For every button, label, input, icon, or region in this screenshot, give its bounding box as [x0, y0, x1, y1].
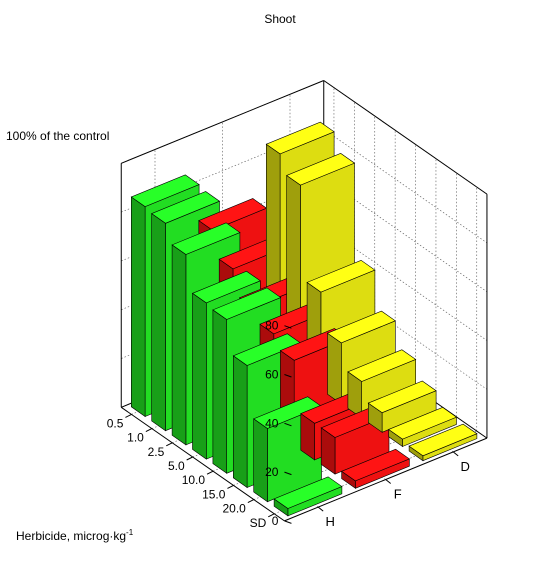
bar-top-H-SD: [273, 476, 343, 509]
z-tick-label: 80: [265, 319, 279, 333]
x-axis-tick: [227, 484, 234, 489]
grid-line-z: [121, 226, 488, 341]
x-axis-tick: [166, 442, 173, 447]
x-axis-tick: [145, 428, 153, 433]
grid-line-z: [121, 177, 488, 292]
bar-top-D-15.0: [367, 380, 437, 414]
dose-tick-label: 20.0: [222, 502, 246, 516]
dose-tick-label: 0.5: [107, 416, 124, 430]
axis-frame-edge: [323, 80, 488, 195]
bar-top-D-20.0: [388, 407, 458, 440]
bar-side-H-15.0: [233, 355, 248, 489]
x-axis-tick: [247, 499, 255, 504]
z-tick-label: 0: [272, 514, 279, 528]
bar-top-D-10.0: [347, 349, 417, 382]
bar-side-D-5.0: [327, 332, 342, 405]
bar-top-H-5.0: [191, 270, 261, 304]
bar-top-F-SD: [340, 448, 411, 482]
bar-side-H-20.0: [253, 418, 268, 503]
x-axis-title-exponent: -1: [126, 528, 134, 537]
z-tick-label: 60: [265, 368, 279, 382]
x-axis-tick: [268, 513, 275, 518]
dose-tick-label: 5.0: [168, 459, 185, 473]
y-axis-tick: [317, 506, 324, 512]
x-axis-tick: [186, 456, 193, 461]
chart-title: Shoot: [264, 12, 296, 26]
y-axis-tick: [452, 451, 459, 457]
grid-line-z: [121, 275, 488, 390]
z-axis-tick: [284, 325, 292, 329]
bar-top-F-0.5: [198, 198, 268, 231]
z-tick-label: 40: [265, 416, 279, 430]
plot-area: 0 20 40 60 80 SD 20.015.010.05.02.5 1.00.5 H F D: [107, 80, 488, 530]
z-tick-label: 20: [265, 465, 279, 479]
bar-top-D-SD: [408, 423, 478, 457]
dose-tick-label: 1.0: [127, 431, 144, 445]
bar-side-H-10.0: [212, 309, 227, 474]
x-axis-title-text: Herbicide, microg·kg: [16, 529, 127, 543]
bar-side-H-2.5: [171, 244, 187, 446]
bar-top-H-2.5: [171, 222, 241, 255]
z-axis-tick: [284, 520, 292, 524]
bar-top-H-1.0: [151, 191, 221, 224]
bar-top-D-2.5: [306, 259, 376, 293]
grid-line-z: [121, 128, 488, 244]
axis-frame-edge: [121, 80, 324, 164]
bar-top-H-10.0: [212, 287, 282, 320]
bar-top-D-0.5: [265, 121, 335, 155]
dose-tick-label: 15.0: [202, 487, 226, 501]
z-axis-tick: [284, 422, 292, 427]
x-axis-tick: [206, 470, 214, 475]
dose-tick-label: 2.5: [148, 445, 165, 459]
y-axis-tick: [385, 479, 392, 484]
bar-side-H-0.5: [131, 196, 146, 418]
herbicide-tick-label: H: [326, 514, 335, 529]
dose-tick-label: SD: [250, 516, 267, 530]
bar-side-H-5.0: [192, 292, 207, 460]
dose-tick-label: 10.0: [182, 473, 206, 487]
bar-side-H-1.0: [151, 213, 166, 432]
bar-top-D-5.0: [326, 310, 396, 344]
z-axis-title: 100% of the control: [6, 129, 109, 143]
x-axis-tick: [125, 413, 132, 418]
axis-frame-edge: [120, 406, 285, 522]
bar-top-H-0.5: [130, 174, 200, 207]
z-axis-tick: [284, 374, 292, 378]
herbicide-tick-label: F: [394, 487, 402, 502]
z-axis-tick: [284, 471, 292, 476]
bar-top-D-1.0: [286, 153, 356, 186]
x-axis-title: Herbicide, microg·kg-1: [16, 528, 133, 543]
herbicide-tick-label: D: [461, 459, 470, 474]
